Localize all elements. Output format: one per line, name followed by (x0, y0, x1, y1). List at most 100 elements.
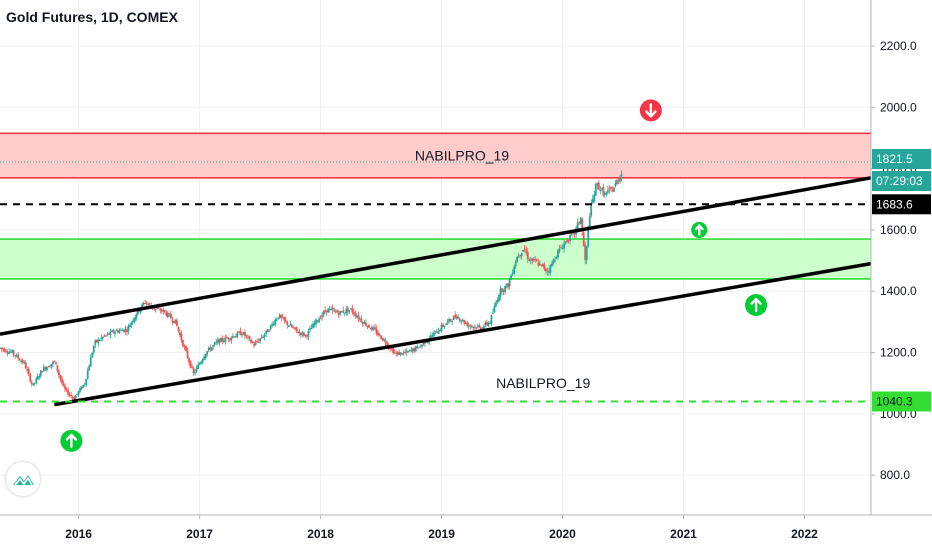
candle-down (186, 350, 189, 358)
candle-down (334, 311, 337, 313)
candle-down (250, 339, 252, 343)
candle-up (437, 331, 440, 334)
candle-down (336, 310, 339, 313)
candle-up (433, 332, 435, 337)
candle-up (36, 376, 39, 380)
candle-up (410, 350, 413, 352)
candle-up (448, 318, 451, 322)
candle-up (313, 323, 316, 326)
candle-down (417, 347, 420, 349)
candle-down (342, 310, 345, 313)
candle-down (608, 188, 611, 190)
candle-up (588, 216, 591, 228)
candle-up (215, 342, 218, 344)
time-axis[interactable]: 2016 2017 2018 2019 2020 2021 2022 (0, 514, 932, 550)
candle-down (2, 348, 4, 350)
candle-up (114, 331, 116, 334)
annotation-label: NABILPRO_19 (496, 375, 590, 391)
candle-up (366, 326, 369, 328)
candle-up (616, 180, 618, 185)
candle-up (431, 335, 434, 337)
candle-down (14, 355, 17, 357)
candle-down (144, 303, 147, 305)
price-zones (0, 132, 871, 280)
candle-down (53, 361, 56, 363)
candle-up (430, 335, 432, 338)
candle-up (212, 345, 215, 347)
candle-up (45, 367, 48, 371)
candle-up (476, 326, 479, 328)
candle-up (135, 314, 137, 319)
candle-up (510, 275, 513, 280)
candle-up (219, 338, 222, 343)
tradingview-logo-icon[interactable] (6, 462, 40, 496)
candle-down (560, 247, 562, 249)
candle-down (365, 322, 367, 326)
candle-up (198, 363, 201, 365)
candle-down (466, 322, 469, 327)
candle-up (596, 183, 599, 185)
price-axis[interactable]: 800.01000.01200.01400.01600.01800.02000.… (870, 0, 932, 550)
candle-up (33, 382, 36, 384)
candle-up (599, 190, 602, 192)
candle-down (73, 397, 75, 400)
candle-down (180, 333, 183, 341)
candle-up (20, 360, 23, 362)
candle-down (185, 346, 187, 351)
candle-up (310, 327, 313, 330)
horizontal-levels[interactable] (0, 203, 871, 403)
candle-up (216, 340, 219, 343)
candle-up (405, 350, 408, 353)
candle-down (398, 351, 401, 356)
candle-up (489, 322, 491, 324)
candle-down (523, 248, 526, 251)
candle-down (62, 383, 65, 386)
candle-up (328, 309, 331, 311)
candle-up (538, 263, 541, 266)
candle-up (127, 325, 130, 331)
candle-down (449, 319, 452, 321)
candle-up (529, 259, 532, 261)
candle-down (256, 341, 258, 343)
candle-up (563, 243, 565, 249)
candle-down (351, 308, 354, 313)
candle-down (392, 347, 395, 354)
candle-up (74, 395, 77, 401)
candle-down (470, 326, 473, 328)
candle-up (106, 333, 109, 335)
candle-down (386, 342, 389, 346)
candle-down (475, 327, 478, 329)
candle-down (597, 182, 600, 190)
candle-down (393, 352, 396, 354)
candle-up (358, 318, 361, 320)
candle-up (333, 310, 336, 312)
candle-up (420, 344, 423, 347)
candle-down (163, 310, 166, 312)
candle-down (239, 330, 242, 336)
candle-down (225, 337, 228, 339)
candle-up (268, 330, 271, 332)
candle-up (591, 199, 594, 204)
candle-up (120, 329, 122, 331)
candle-up (312, 323, 314, 328)
candle-up (133, 317, 136, 323)
candle-down (390, 347, 393, 349)
candle-up (203, 356, 206, 360)
candle-up (504, 286, 506, 293)
candle-up (495, 302, 497, 307)
candle-down (541, 263, 544, 266)
candle-up (619, 176, 621, 182)
candle-up (564, 241, 567, 244)
level-badge-1683 (872, 194, 931, 215)
candle-down (581, 218, 584, 232)
candle-up (98, 340, 101, 342)
candle-up (472, 326, 475, 328)
candle-down (537, 262, 540, 266)
candle-up (457, 317, 460, 319)
trend-channel[interactable] (0, 176, 872, 407)
candle-down (325, 310, 328, 312)
candle-up (585, 246, 588, 260)
candle-up (110, 330, 113, 332)
candle-down (58, 371, 60, 376)
